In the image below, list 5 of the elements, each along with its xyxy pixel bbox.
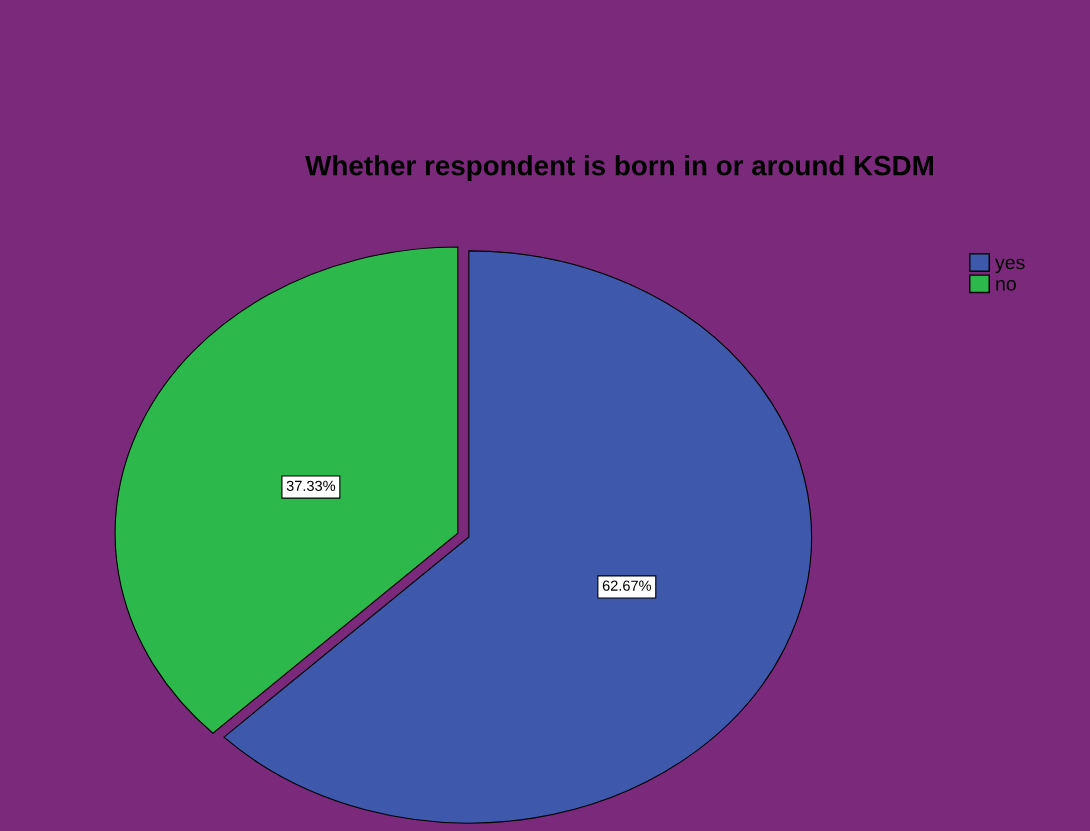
legend-label: yes [995, 258, 1025, 274]
chart-title: Whether respondent is born in or around KSDM [305, 155, 933, 181]
legend-label: no [996, 280, 1016, 291]
data-label: 37.33% [286, 480, 336, 491]
data-label: 62.67% [602, 580, 652, 591]
